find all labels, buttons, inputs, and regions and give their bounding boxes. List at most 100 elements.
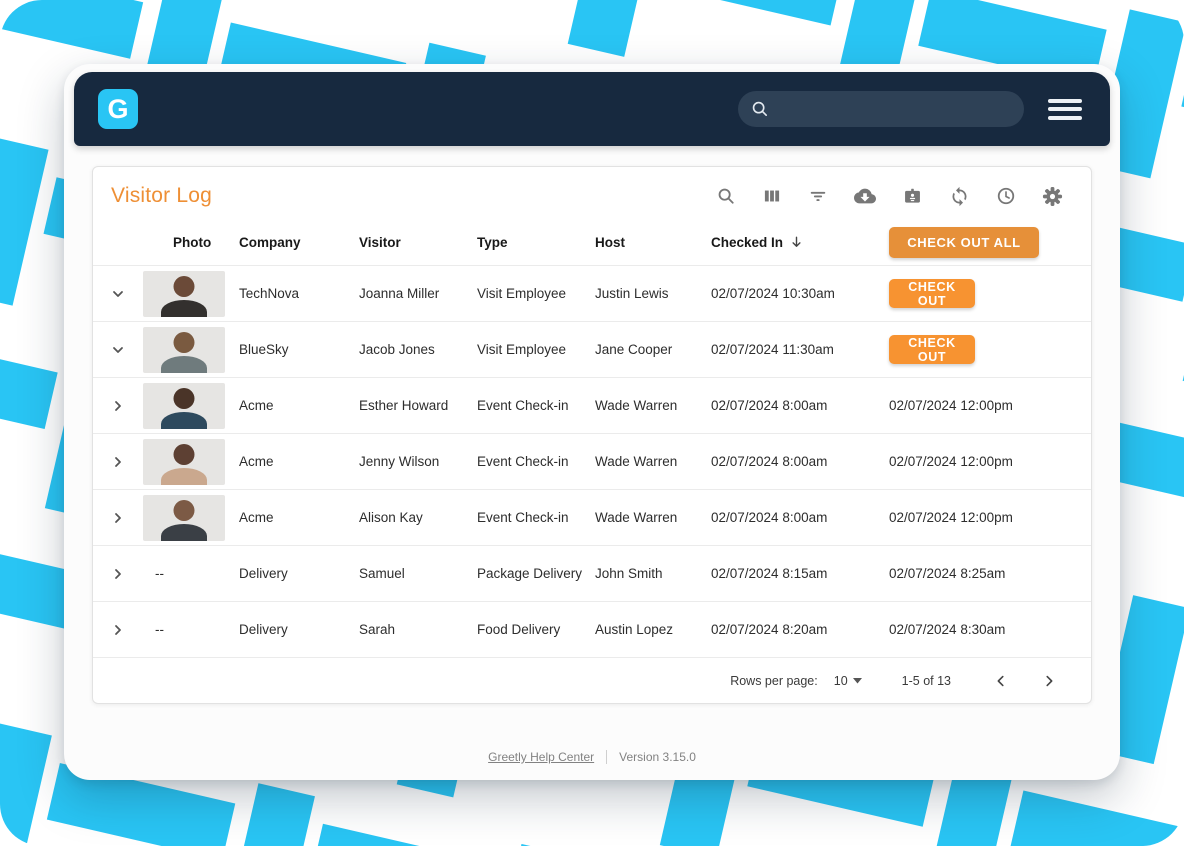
checked-in-cell: 02/07/2024 8:15am bbox=[711, 566, 828, 581]
check-out-button[interactable]: CHECK OUT bbox=[889, 279, 975, 308]
visitor-cell: Esther Howard bbox=[359, 398, 449, 413]
photo-placeholder: -- bbox=[155, 566, 164, 581]
company-cell: Delivery bbox=[239, 566, 288, 581]
previous-page-button[interactable] bbox=[989, 669, 1013, 693]
check-out-button[interactable]: CHECK OUT bbox=[889, 335, 975, 364]
visitor-photo bbox=[143, 494, 225, 541]
company-cell: Acme bbox=[239, 454, 274, 469]
expand-row-icon[interactable] bbox=[93, 453, 143, 471]
pagination-range: 1-5 of 13 bbox=[901, 673, 951, 688]
company-cell: TechNova bbox=[239, 286, 300, 301]
visitor-photo bbox=[143, 326, 225, 373]
visitor-cell: Alison Kay bbox=[359, 510, 423, 525]
page-title: Visitor Log bbox=[111, 184, 213, 207]
rows-per-page-select[interactable]: 10 bbox=[828, 673, 868, 689]
window-footer: Greetly Help Center Version 3.15.0 bbox=[64, 750, 1120, 764]
expand-row-icon[interactable] bbox=[93, 565, 143, 583]
search-icon bbox=[752, 101, 767, 116]
table-row: BlueSky Jacob Jones Visit Employee Jane … bbox=[93, 321, 1091, 377]
host-cell: Austin Lopez bbox=[595, 622, 674, 637]
type-cell: Package Delivery bbox=[477, 566, 583, 581]
table-row: Acme Esther Howard Event Check-in Wade W… bbox=[93, 377, 1091, 433]
type-cell: Event Check-in bbox=[477, 510, 569, 525]
history-icon[interactable] bbox=[994, 184, 1018, 208]
checked-in-cell: 02/07/2024 8:00am bbox=[711, 454, 828, 469]
type-cell: Event Check-in bbox=[477, 454, 569, 469]
expand-row-icon[interactable] bbox=[93, 397, 143, 415]
company-cell: Acme bbox=[239, 398, 274, 413]
host-cell: John Smith bbox=[595, 566, 663, 581]
collapse-row-icon[interactable] bbox=[93, 341, 143, 359]
rows-per-page-label: Rows per page: bbox=[730, 673, 818, 688]
company-cell: Delivery bbox=[239, 622, 288, 637]
search-icon[interactable] bbox=[714, 184, 738, 208]
column-header-type: Type bbox=[477, 234, 508, 250]
chevron-down-icon bbox=[852, 677, 862, 683]
column-header-visitor: Visitor bbox=[359, 234, 401, 250]
table-row: Acme Jenny Wilson Event Check-in Wade Wa… bbox=[93, 433, 1091, 489]
host-cell: Justin Lewis bbox=[595, 286, 669, 301]
table-header-row: Photo Company Visitor Type Host Checked … bbox=[93, 219, 1091, 265]
visitor-cell: Samuel bbox=[359, 566, 405, 581]
host-cell: Wade Warren bbox=[595, 510, 678, 525]
visitor-log-card: Visitor Log bbox=[92, 166, 1092, 704]
host-cell: Wade Warren bbox=[595, 454, 678, 469]
app-window: G Visitor Log bbox=[64, 64, 1120, 780]
expand-row-icon[interactable] bbox=[93, 621, 143, 639]
checked-out-cell: 02/07/2024 12:00pm bbox=[889, 398, 1013, 413]
settings-icon[interactable] bbox=[1040, 184, 1065, 209]
photo-placeholder: -- bbox=[155, 622, 164, 637]
visitor-photo bbox=[143, 382, 225, 429]
type-cell: Visit Employee bbox=[477, 342, 567, 357]
version-label: Version 3.15.0 bbox=[619, 750, 696, 764]
checked-out-cell: 02/07/2024 12:00pm bbox=[889, 454, 1013, 469]
chevron-left-icon bbox=[997, 675, 1004, 686]
badge-icon[interactable] bbox=[900, 184, 925, 209]
next-page-button[interactable] bbox=[1037, 669, 1061, 693]
collapse-row-icon[interactable] bbox=[93, 285, 143, 303]
type-cell: Food Delivery bbox=[477, 622, 561, 637]
app-logo[interactable]: G bbox=[98, 89, 138, 129]
sync-icon[interactable] bbox=[947, 184, 972, 209]
cloud-download-icon[interactable] bbox=[852, 183, 878, 209]
sort-descending-icon bbox=[792, 236, 801, 247]
checked-out-cell: 02/07/2024 8:25am bbox=[889, 566, 1006, 581]
checked-in-cell: 02/07/2024 8:20am bbox=[711, 622, 828, 637]
column-header-company: Company bbox=[239, 234, 301, 250]
visitor-cell: Sarah bbox=[359, 622, 396, 637]
type-cell: Event Check-in bbox=[477, 398, 569, 413]
column-header-photo: Photo bbox=[173, 234, 212, 250]
help-center-link[interactable]: Greetly Help Center bbox=[488, 750, 595, 764]
checked-out-cell: 02/07/2024 8:30am bbox=[889, 622, 1006, 637]
expand-row-icon[interactable] bbox=[93, 509, 143, 527]
type-cell: Visit Employee bbox=[477, 286, 567, 301]
chevron-right-icon bbox=[1046, 675, 1053, 686]
navbar-search bbox=[738, 91, 1024, 127]
host-cell: Jane Cooper bbox=[595, 342, 673, 357]
table-row: TechNova Joanna Miller Visit Employee Ju… bbox=[93, 265, 1091, 321]
visitor-photo bbox=[143, 438, 225, 485]
host-cell: Wade Warren bbox=[595, 398, 678, 413]
checked-in-cell: 02/07/2024 8:00am bbox=[711, 510, 828, 525]
checked-in-cell: 02/07/2024 11:30am bbox=[711, 342, 834, 357]
menu-icon[interactable] bbox=[1048, 94, 1082, 124]
view-columns-icon[interactable] bbox=[760, 184, 784, 208]
checked-in-cell: 02/07/2024 8:00am bbox=[711, 398, 828, 413]
column-header-checked-in[interactable]: Checked In bbox=[711, 235, 889, 250]
company-cell: Acme bbox=[239, 510, 274, 525]
app-header: G bbox=[74, 72, 1110, 146]
toolbar bbox=[714, 183, 1071, 209]
check-out-all-button[interactable]: CHECK OUT ALL bbox=[889, 226, 1039, 258]
visitor-photo bbox=[143, 270, 225, 317]
visitor-cell: Joanna Miller bbox=[359, 286, 440, 301]
checked-in-cell: 02/07/2024 10:30am bbox=[711, 286, 835, 301]
table-row: Acme Alison Kay Event Check-in Wade Warr… bbox=[93, 489, 1091, 545]
visitor-cell: Jenny Wilson bbox=[359, 454, 440, 469]
table-row: -- Delivery Samuel Package Delivery John… bbox=[93, 545, 1091, 601]
filter-icon[interactable] bbox=[806, 184, 830, 208]
company-cell: BlueSky bbox=[239, 342, 289, 357]
navbar-search-input[interactable] bbox=[778, 100, 1012, 118]
checked-out-cell: 02/07/2024 12:00pm bbox=[889, 510, 1013, 525]
footer-divider bbox=[606, 750, 608, 764]
